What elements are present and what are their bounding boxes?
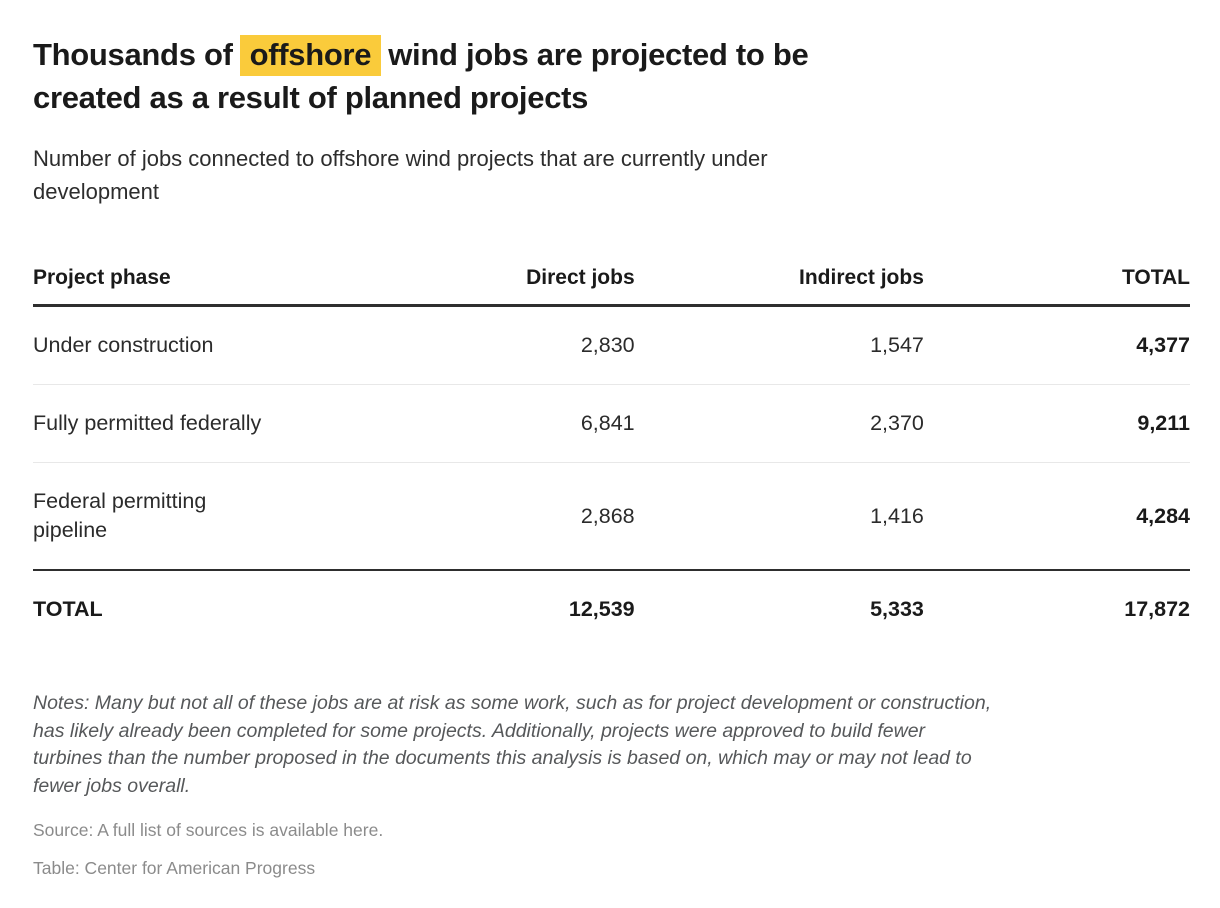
total-direct-jobs-cell: 12,539 [449,569,635,646]
column-header-direct-jobs: Direct jobs [449,266,635,307]
grand-total-cell: 17,872 [923,569,1190,646]
title-highlight: offshore [239,35,382,76]
row-total-cell: 9,211 [923,384,1190,463]
page-title: Thousands of offshore wind jobs are projec… [33,33,1190,119]
row-total-cell: 4,377 [923,305,1190,385]
credit-text: Table: Center for American Progress [33,858,316,878]
phase-cell: Under construction [33,305,450,385]
source-prefix: Source: A full list of sources is availa… [33,819,344,840]
source-text: Source: A full list of sources is availa… [33,820,1190,841]
phase-cell: Fully permitted federally [33,384,450,463]
chart-subtitle: Number of jobs connected to offshore win… [33,146,768,204]
row-total-cell: 4,284 [1136,503,1190,528]
column-header-total: TOTAL [923,266,1190,307]
source-here-link[interactable]: here. [343,819,384,840]
jobs-table: Project phase Direct jobs Indirect jobs … [33,266,1190,646]
column-header-indirect-jobs: Indirect jobs [634,266,924,307]
total-row-label: TOTAL [33,569,450,646]
direct-jobs-cell: 6,841 [449,384,635,463]
table-row: Fully permitted federally 6,841 2,370 9,… [33,384,1190,463]
title-prefix: Thousands of [33,37,233,72]
total-row: TOTAL 12,539 5,333 17,872 [33,569,1190,646]
indirect-jobs-cell: 2,370 [634,384,924,463]
indirect-jobs-cell: 1,547 [634,305,924,385]
header-row: Project phase Direct jobs Indirect jobs … [33,266,1190,307]
indirect-jobs-cell: 1,416 [870,503,924,528]
direct-jobs-cell: 2,868 [580,503,635,528]
direct-jobs-cell: 2,830 [449,305,635,385]
notes-text: Notes: Many but not all of these jobs ar… [33,692,992,797]
total-indirect-jobs-cell: 5,333 [634,569,924,646]
column-header-project-phase: Project phase [33,266,450,307]
table-row: Federal permitting pipeline 2,868 1,416 … [33,463,1190,571]
table-row: Under construction 2,830 1,547 4,377 [33,305,1190,385]
title-suffix: wind jobs are projected to be created as… [33,37,809,115]
phase-cell: Federal permitting pipeline [33,489,207,542]
